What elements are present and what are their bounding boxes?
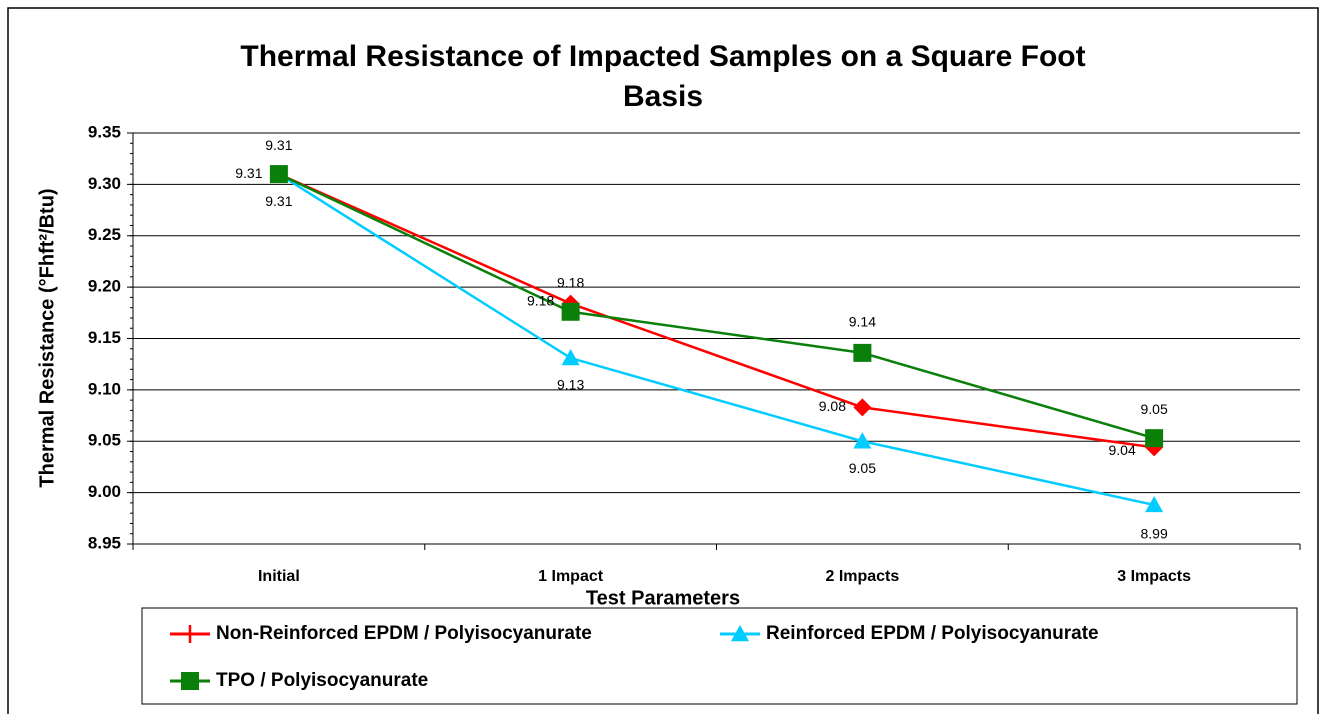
x-tick-label: 3 Impacts (1117, 568, 1191, 585)
x-tick-label: 2 Impacts (825, 568, 899, 585)
y-tick-label: 9.20 (88, 277, 121, 296)
data-point (561, 302, 580, 321)
legend-label: TPO / Polyisocyanurate (216, 670, 428, 691)
data-label: 8.99 (1141, 526, 1168, 542)
x-tick-label: Initial (258, 568, 300, 585)
data-point (853, 432, 872, 449)
data-label: 9.18 (527, 292, 554, 308)
x-axis-title: Test Parameters (586, 587, 740, 609)
data-point (561, 349, 580, 366)
data-point (853, 343, 872, 362)
data-point (269, 165, 288, 184)
legend-marker (181, 672, 199, 690)
data-label: 9.31 (235, 165, 262, 181)
chart-border (7, 7, 1319, 714)
legend-label: Non-Reinforced EPDM / Polyisocyanurate (216, 623, 592, 644)
data-label: 9.14 (849, 314, 876, 330)
data-label: 9.13 (557, 377, 584, 393)
y-tick-label: 9.35 (88, 122, 121, 141)
legend-label: Reinforced EPDM / Polyisocyanurate (766, 623, 1099, 644)
series-line (278, 172, 1155, 449)
y-axis-title: Thermal Resistance (°Fhft²/Btu) (36, 188, 58, 487)
x-tick-label: 1 Impact (538, 568, 604, 585)
series-line (278, 173, 1155, 507)
data-label: 9.08 (819, 398, 846, 414)
y-tick-label: 9.10 (88, 379, 121, 398)
legend-marker (731, 625, 749, 642)
data-label: 9.04 (1109, 442, 1136, 458)
data-label: 9.31 (265, 193, 292, 209)
y-tick-label: 9.30 (88, 174, 121, 193)
y-tick-label: 9.15 (88, 328, 121, 347)
data-point (1145, 429, 1164, 448)
data-label: 9.18 (557, 274, 584, 290)
chart-title: Thermal Resistance of Impacted Samples o… (240, 40, 1085, 73)
data-point (853, 398, 872, 417)
y-tick-label: 9.25 (88, 225, 121, 244)
y-tick-label: 8.95 (88, 533, 121, 552)
y-tick-label: 9.00 (88, 482, 121, 501)
data-label: 9.05 (1141, 401, 1168, 417)
y-tick-label: 9.05 (88, 431, 121, 450)
data-label: 9.05 (849, 460, 876, 476)
series-line (278, 172, 1155, 440)
data-point (1145, 495, 1164, 513)
legend-box (141, 607, 1298, 705)
data-label: 9.31 (265, 137, 292, 153)
chart-title: Basis (623, 80, 703, 113)
